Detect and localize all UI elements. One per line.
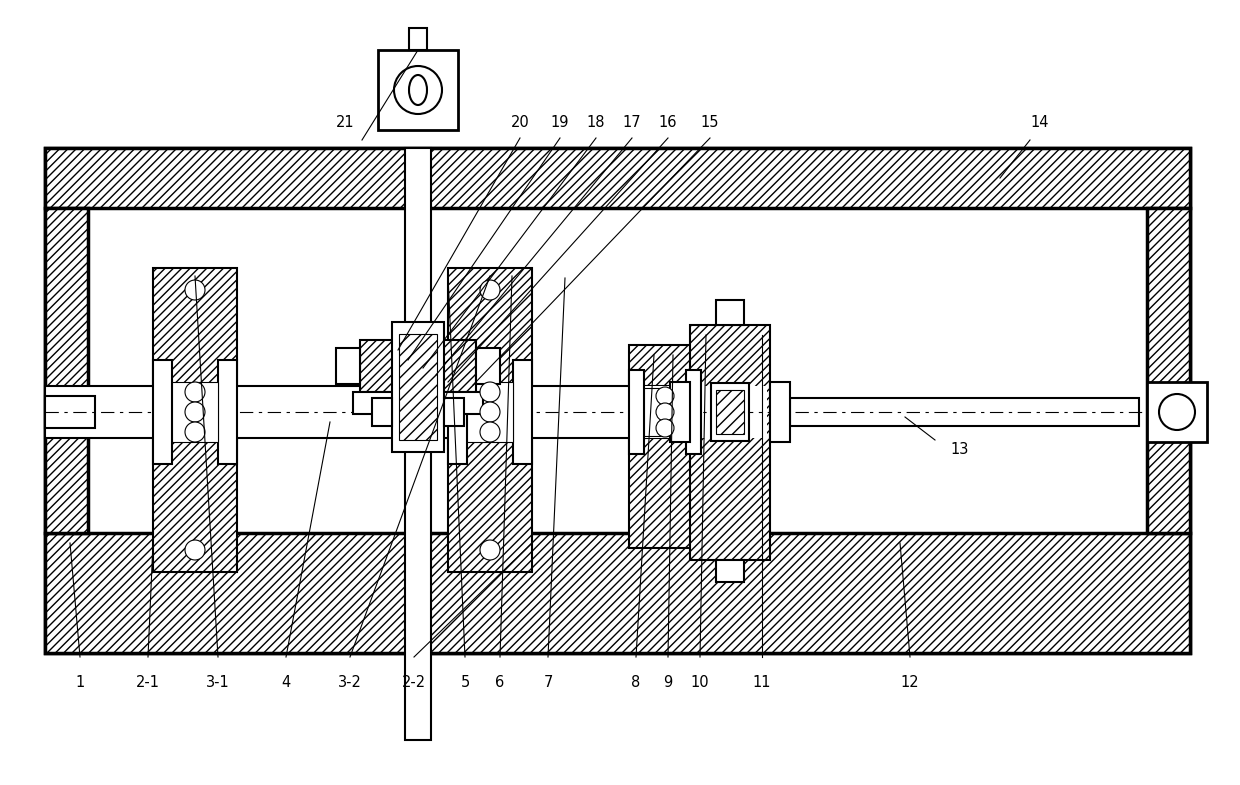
Text: 8: 8 [631,675,641,690]
Bar [715,560,744,582]
Circle shape [185,280,205,300]
Circle shape [656,403,675,421]
Bar [689,325,770,560]
Circle shape [185,422,205,442]
Text: 10: 10 [691,675,709,690]
Bar [45,208,88,533]
Bar [644,388,686,436]
Circle shape [480,402,500,422]
Text: 19: 19 [551,115,569,130]
Bar [467,382,513,442]
Circle shape [185,540,205,560]
Ellipse shape [409,75,427,105]
Bar [45,396,95,428]
Bar [632,386,698,438]
Bar [448,360,467,464]
Bar [372,398,392,426]
Bar [693,386,768,438]
Text: 11: 11 [753,675,771,690]
Text: 15: 15 [701,115,719,130]
Text: 1: 1 [76,675,84,690]
Bar [45,386,694,438]
Text: 17: 17 [622,115,641,130]
Bar [686,370,701,454]
Bar [711,383,749,441]
Bar [444,398,464,426]
Bar [172,382,218,442]
Bar [153,268,237,572]
Bar [513,360,532,464]
Text: 3-2: 3-2 [339,675,362,690]
Bar [218,360,237,464]
Bar [1147,382,1207,442]
Text: 3-1: 3-1 [206,675,229,690]
Bar [451,386,529,438]
Circle shape [394,66,441,114]
Text: 20: 20 [511,115,529,130]
Bar [156,386,234,438]
Bar [670,382,689,442]
Text: 21: 21 [336,115,355,130]
Text: 2-2: 2-2 [402,675,427,690]
Text: 12: 12 [900,675,919,690]
Bar [336,348,360,384]
Bar [715,300,744,325]
Circle shape [185,382,205,402]
Circle shape [1159,394,1195,430]
Bar [399,334,436,440]
Text: 9: 9 [663,675,672,690]
Bar [153,360,172,464]
Circle shape [480,280,500,300]
Bar [1147,208,1190,533]
Text: 4: 4 [281,675,290,690]
Text: 18: 18 [587,115,605,130]
Bar [629,370,644,454]
Bar [378,50,458,130]
Bar [353,392,408,414]
Circle shape [480,382,500,402]
Bar [45,533,1190,653]
Text: 7: 7 [543,675,553,690]
Bar [448,268,532,572]
Circle shape [480,540,500,560]
Text: 14: 14 [1030,115,1049,130]
Circle shape [656,419,675,437]
Bar [428,392,484,414]
Text: 2-1: 2-1 [136,675,160,690]
Bar [715,390,744,434]
Bar [360,340,476,392]
Bar [770,382,790,442]
Bar [629,345,701,548]
Bar [45,148,1190,653]
Circle shape [656,387,675,405]
Bar [45,148,1190,208]
Bar [392,322,444,452]
Text: 6: 6 [495,675,505,690]
Circle shape [185,402,205,422]
Text: 5: 5 [460,675,470,690]
Text: 16: 16 [658,115,677,130]
Bar [790,398,1140,426]
Text: 13: 13 [950,443,968,458]
Circle shape [480,422,500,442]
Bar [409,28,427,50]
Bar [476,348,500,384]
Bar [405,148,432,740]
